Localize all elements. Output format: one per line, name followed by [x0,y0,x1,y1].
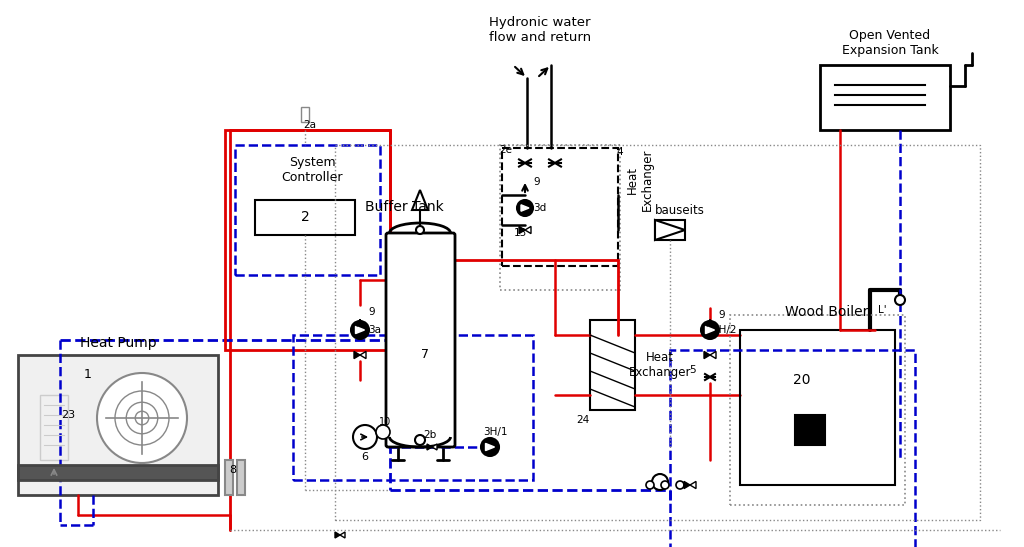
Polygon shape [710,351,716,359]
Text: 13: 13 [513,228,526,238]
Text: 20: 20 [794,373,811,387]
Text: Open Vented
Expansion Tank: Open Vented Expansion Tank [842,29,938,57]
Circle shape [701,321,719,339]
Text: 8: 8 [229,465,237,475]
Bar [655,220,685,240]
Text: 23: 23 [61,410,75,420]
Bar [225,130,390,350]
Circle shape [662,481,669,489]
Bar [18,355,218,495]
Text: 9: 9 [534,177,541,187]
Circle shape [517,200,534,216]
Text: 3H/1: 3H/1 [482,427,507,437]
Polygon shape [355,327,365,334]
Circle shape [351,321,369,339]
Polygon shape [360,351,366,359]
Circle shape [652,474,668,490]
Bar [740,330,895,485]
Polygon shape [519,226,525,234]
Text: 3H/2: 3H/2 [712,325,736,335]
Polygon shape [706,327,715,334]
Text: 10: 10 [379,417,391,427]
Circle shape [97,373,187,463]
Text: 1: 1 [84,369,92,381]
Circle shape [416,226,424,234]
Bar [18,465,218,480]
Bar [500,145,620,290]
Text: 2: 2 [301,210,309,224]
Polygon shape [525,226,531,234]
Text: 3a: 3a [369,325,382,335]
Polygon shape [335,532,340,538]
Polygon shape [412,190,428,210]
Bar [502,148,618,266]
Circle shape [415,435,425,445]
Bar [293,335,534,480]
Bar [730,315,905,505]
Polygon shape [684,481,690,488]
Text: Heat
Exchanger: Heat Exchanger [626,149,654,211]
Text: 24: 24 [577,415,590,425]
Bar [255,200,355,235]
Text: bauseits: bauseits [655,203,705,217]
Polygon shape [340,532,345,538]
Polygon shape [432,444,437,450]
Circle shape [353,425,377,449]
Bar [820,65,950,130]
Bar [301,107,309,122]
Text: 9: 9 [369,307,376,317]
Polygon shape [354,351,360,359]
Text: 6: 6 [361,452,369,462]
Bar [795,415,825,445]
Polygon shape [521,205,529,211]
Circle shape [646,481,654,489]
Bar [225,460,233,495]
Circle shape [376,425,390,439]
Text: Wood Boiler: Wood Boiler [785,305,868,319]
Bar [590,320,635,410]
Text: Hydronic water
flow and return: Hydronic water flow and return [488,16,591,44]
Text: 2e: 2e [500,145,512,155]
Bar [335,145,980,520]
Text: System
Controller: System Controller [282,156,343,184]
Polygon shape [655,220,685,240]
Text: 5: 5 [689,365,695,375]
Bar [234,145,380,275]
Text: 7: 7 [421,348,429,362]
Bar [237,460,245,495]
Text: Heat
Exchanger: Heat Exchanger [629,351,691,379]
Circle shape [481,438,499,456]
Circle shape [676,481,684,489]
Text: 9: 9 [719,310,725,320]
Text: 2b: 2b [423,430,436,440]
Text: L': L' [878,305,887,315]
Text: 2a: 2a [303,120,316,130]
Text: Heat Pump: Heat Pump [80,336,157,350]
Bar [670,350,915,547]
Polygon shape [705,351,710,359]
Circle shape [895,295,905,305]
Polygon shape [485,444,495,451]
FancyBboxPatch shape [386,233,455,447]
Text: Buffer Tank: Buffer Tank [365,200,443,214]
Text: 4: 4 [616,147,624,157]
Polygon shape [427,444,432,450]
Polygon shape [690,481,696,488]
Text: 3d: 3d [534,203,547,213]
Bar [40,395,68,460]
